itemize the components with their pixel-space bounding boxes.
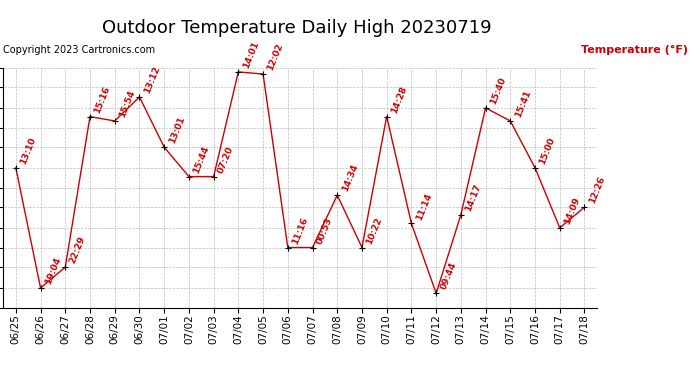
Text: Copyright 2023 Cartronics.com: Copyright 2023 Cartronics.com <box>3 45 155 55</box>
Text: 13:12: 13:12 <box>142 65 161 95</box>
Text: 14:17: 14:17 <box>464 183 483 213</box>
Text: 11:16: 11:16 <box>290 215 310 245</box>
Text: 11:14: 11:14 <box>415 191 433 221</box>
Text: Temperature (°F): Temperature (°F) <box>581 45 688 55</box>
Text: 14:28: 14:28 <box>390 84 408 114</box>
Text: 15:44: 15:44 <box>192 144 211 174</box>
Text: 15:41: 15:41 <box>513 89 533 119</box>
Text: 00:53: 00:53 <box>315 216 335 245</box>
Text: 14:09: 14:09 <box>563 196 582 226</box>
Text: 13:10: 13:10 <box>19 136 38 166</box>
Text: 12:02: 12:02 <box>266 42 285 72</box>
Text: 13:01: 13:01 <box>167 115 186 145</box>
Text: 14:01: 14:01 <box>241 40 260 70</box>
Text: 15:54: 15:54 <box>118 89 137 119</box>
Text: 07:20: 07:20 <box>217 145 235 174</box>
Text: 15:00: 15:00 <box>538 136 557 166</box>
Text: 09:44: 09:44 <box>439 261 458 291</box>
Text: 12:26: 12:26 <box>587 175 607 205</box>
Text: 10:22: 10:22 <box>365 216 384 245</box>
Text: 19:04: 19:04 <box>43 256 63 286</box>
Text: 15:40: 15:40 <box>489 76 508 106</box>
Text: 22:29: 22:29 <box>68 235 88 265</box>
Text: 14:34: 14:34 <box>340 163 359 193</box>
Text: Outdoor Temperature Daily High 20230719: Outdoor Temperature Daily High 20230719 <box>102 19 491 37</box>
Text: 15:16: 15:16 <box>93 84 112 114</box>
